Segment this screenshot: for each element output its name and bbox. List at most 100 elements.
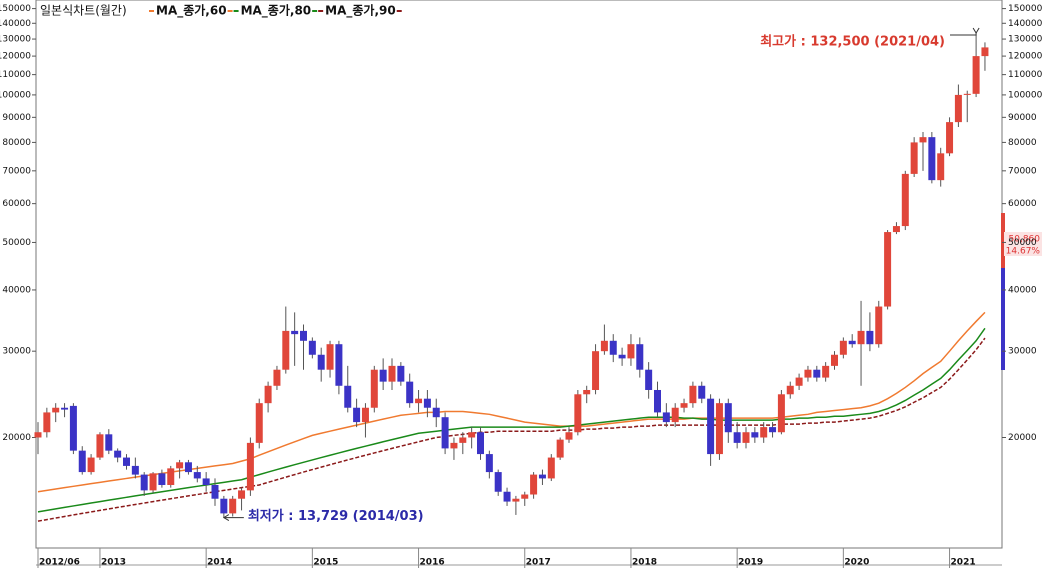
candle-body — [441, 417, 449, 449]
candle-body — [255, 403, 263, 443]
price-tag-box — [1004, 232, 1042, 256]
candle-body — [636, 344, 644, 370]
candle-body — [972, 56, 980, 94]
y-tick-label: 30000 — [1008, 347, 1037, 357]
x-tick-label: 2017 — [526, 558, 551, 568]
candle-body — [300, 330, 307, 341]
candle-body — [450, 442, 458, 449]
y-tick-label: 70000 — [1008, 166, 1037, 176]
y-tick-label: 130000 — [0, 35, 31, 45]
candle-body — [981, 47, 989, 57]
candle-body — [140, 474, 148, 491]
y-tick-label: 150000 — [0, 4, 31, 14]
candle-body — [565, 432, 573, 440]
candle-body — [291, 330, 299, 335]
candle-body — [131, 465, 139, 475]
y-tick-label: 50000 — [2, 238, 31, 248]
candle-body — [211, 484, 219, 499]
candle-body — [415, 398, 423, 404]
y-tick-label: 50000 — [1008, 238, 1037, 248]
candle-body — [760, 427, 768, 438]
candle-body — [184, 462, 192, 473]
candle-body — [503, 491, 511, 502]
x-tick-label: 2020 — [844, 558, 869, 568]
candle-body — [786, 385, 794, 395]
candle-body — [43, 412, 51, 433]
candle-body — [105, 434, 113, 451]
candle-body — [61, 407, 69, 410]
candle-body — [937, 153, 945, 181]
x-tick-label: 2012/06 — [39, 558, 80, 568]
candle-body — [69, 405, 77, 451]
y-tick-label: 90000 — [2, 113, 31, 123]
candle-body — [733, 432, 741, 443]
x-tick-label: 2014 — [207, 558, 232, 568]
candle-body — [839, 340, 847, 355]
candle-body — [848, 340, 856, 345]
candle-body — [654, 389, 661, 413]
candle-body — [494, 472, 502, 492]
candle-body — [671, 407, 679, 423]
candle-body — [521, 494, 529, 499]
chart-title: 일본식차트(월간) — [40, 4, 127, 18]
y-tick-label: 140000 — [1008, 19, 1043, 29]
side-bar-up — [1001, 213, 1005, 268]
ma-line — [37, 337, 986, 522]
ma-line — [37, 327, 986, 513]
candle-body — [423, 398, 431, 408]
x-tick-label: 2021 — [951, 558, 976, 568]
candle-body — [317, 354, 325, 370]
y-tick-label: 20000 — [2, 433, 31, 443]
candle-body — [680, 403, 688, 408]
candle-body — [477, 432, 484, 455]
candle-body — [123, 457, 130, 466]
y-tick-label: 100000 — [0, 90, 31, 100]
candle-body — [282, 330, 290, 370]
candle-body — [193, 472, 201, 479]
candle-body — [866, 330, 874, 345]
candle-body — [910, 142, 918, 174]
candle-body — [547, 457, 555, 479]
candle-body — [530, 474, 538, 495]
side-bar-down — [1001, 268, 1005, 370]
candle-body — [795, 377, 803, 386]
y-tick-label: 30000 — [2, 347, 31, 357]
candle-body — [167, 468, 175, 485]
candle-body — [618, 354, 626, 359]
candle-body — [370, 369, 378, 408]
candle-body — [954, 94, 962, 123]
candle-body — [246, 442, 254, 491]
candle-body — [928, 137, 936, 181]
candle-body — [777, 394, 785, 433]
candle-body — [946, 122, 954, 154]
candle-body — [600, 340, 608, 352]
candle-body — [273, 369, 281, 386]
candle-body — [892, 226, 900, 233]
y-tick-label: 80000 — [1008, 138, 1037, 148]
x-tick-label: 2016 — [420, 558, 445, 568]
candle-body — [707, 398, 715, 455]
y-tick-label: 80000 — [2, 138, 31, 148]
candle-body — [963, 93, 971, 95]
candle-body — [742, 432, 750, 443]
candle-body — [361, 407, 369, 423]
candle-body — [220, 498, 228, 514]
y-tick-label: 90000 — [1008, 113, 1037, 123]
candle-body — [715, 403, 723, 455]
candle-body — [875, 306, 883, 345]
candle-body — [645, 369, 653, 390]
y-tick-label: 150000 — [1008, 4, 1043, 14]
low-annotation: 최저가 : 13,729 (2014/03) — [248, 509, 424, 524]
candle-body — [406, 381, 414, 404]
candle-body — [229, 498, 237, 514]
x-tick-label: 2015 — [313, 558, 338, 568]
candle-body — [689, 385, 697, 404]
candle-body — [52, 407, 60, 413]
y-tick-label: 100000 — [1008, 90, 1043, 100]
price-tag: 50,860 — [1009, 235, 1041, 245]
candle-body — [583, 389, 591, 395]
x-tick-label: 2018 — [632, 558, 657, 568]
candle-body — [176, 462, 184, 469]
candle-body — [353, 407, 361, 423]
y-tick-label: 40000 — [1008, 285, 1037, 295]
